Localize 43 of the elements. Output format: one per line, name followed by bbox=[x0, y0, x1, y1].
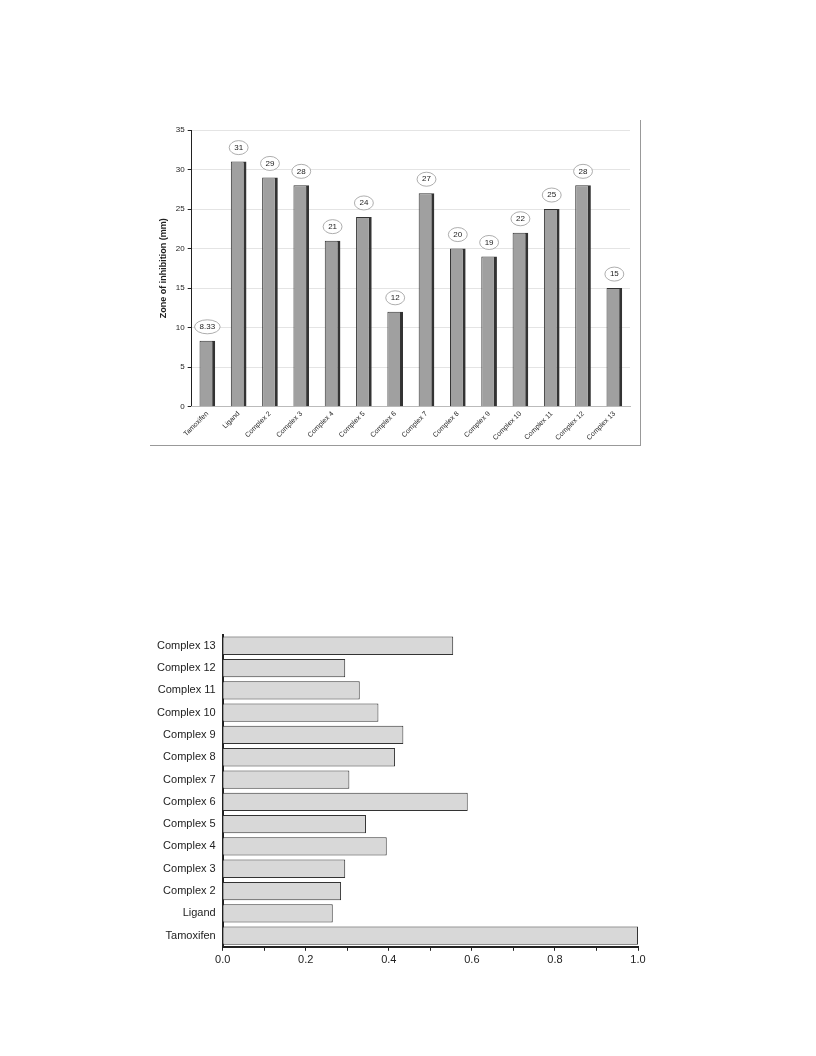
x-tick-label: 1.0 bbox=[630, 953, 646, 966]
data-label: 20 bbox=[453, 229, 463, 239]
data-label: 22 bbox=[515, 213, 526, 223]
y-tick-label: Complex 9 bbox=[163, 727, 216, 740]
y-tick-label: 20 bbox=[175, 243, 186, 253]
data-label: 19 bbox=[484, 237, 495, 247]
data-label: 12 bbox=[390, 293, 401, 302]
y-tick-label: Complex 6 bbox=[163, 794, 216, 807]
data-label: 29 bbox=[265, 158, 275, 168]
data-label: 28 bbox=[578, 166, 589, 176]
y-tick-label: Tamoxifen bbox=[165, 928, 216, 941]
y-tick-label: 0 bbox=[180, 401, 186, 411]
y-tick-label: Complex 4 bbox=[163, 839, 216, 852]
x-tick-label: 0.6 bbox=[464, 953, 480, 966]
y-tick-label: 15 bbox=[175, 283, 186, 293]
y-tick-label: Complex 13 bbox=[156, 638, 216, 651]
x-tick-label: 0.8 bbox=[547, 953, 563, 966]
y-tick-label: 5 bbox=[180, 362, 186, 372]
y-tick-label: Complex 10 bbox=[156, 705, 216, 718]
x-tick-label: 0.4 bbox=[381, 953, 397, 966]
data-label: 28 bbox=[296, 166, 307, 176]
y-tick-label: Complex 11 bbox=[157, 683, 216, 696]
y-tick-label: 30 bbox=[175, 164, 186, 174]
x-tick-label: 0.2 bbox=[298, 953, 314, 966]
y-tick-label: Complex 2 bbox=[163, 884, 216, 897]
y-tick-label: 10 bbox=[175, 322, 186, 332]
data-label: 8.33 bbox=[199, 322, 216, 332]
data-label: 24 bbox=[359, 198, 369, 208]
data-label: 31 bbox=[234, 142, 244, 152]
y-tick-label: Complex 3 bbox=[163, 861, 216, 874]
y-tick-label: Complex 8 bbox=[163, 750, 216, 763]
y-tick-label: Ligand bbox=[182, 906, 216, 919]
y-tick-label: Complex 7 bbox=[163, 772, 216, 785]
data-label: 25 bbox=[547, 190, 557, 200]
y-tick-label: Complex 12 bbox=[156, 661, 216, 674]
data-label: 27 bbox=[422, 174, 432, 184]
x-tick-label: 0.0 bbox=[215, 953, 231, 966]
y-tick-label: 25 bbox=[175, 204, 186, 214]
data-label: 21 bbox=[328, 221, 338, 231]
data-label: 15 bbox=[609, 269, 620, 279]
y-tick-label: 35 bbox=[175, 125, 186, 135]
y-axis-title: Zone of inhibition (mm) bbox=[157, 218, 168, 319]
y-tick-label: Complex 5 bbox=[163, 817, 216, 830]
